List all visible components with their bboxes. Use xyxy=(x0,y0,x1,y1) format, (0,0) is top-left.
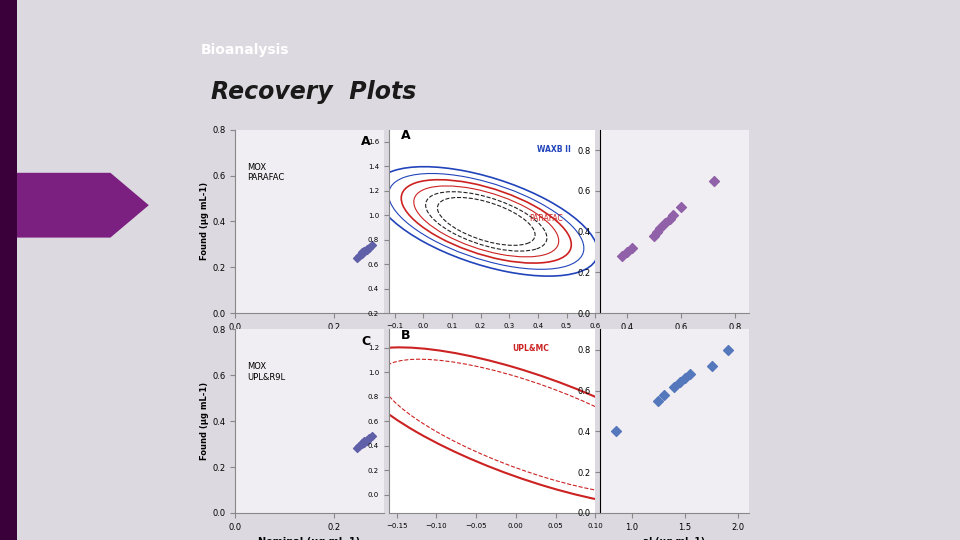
Text: B: B xyxy=(401,328,411,342)
Point xyxy=(651,396,666,405)
Point xyxy=(656,390,671,399)
Point xyxy=(356,247,372,255)
Point xyxy=(674,203,689,212)
Point xyxy=(364,241,379,250)
Point xyxy=(354,440,370,448)
Point xyxy=(678,374,693,383)
Point xyxy=(349,443,365,452)
Y-axis label: Found (μg mL-1): Found (μg mL-1) xyxy=(201,183,209,260)
Text: A: A xyxy=(361,135,371,148)
Point xyxy=(356,436,372,445)
Point xyxy=(359,435,374,444)
Point xyxy=(364,432,379,441)
Point xyxy=(672,378,687,387)
Point xyxy=(359,245,374,253)
Point xyxy=(625,244,640,252)
Point xyxy=(619,248,635,256)
Point xyxy=(359,436,374,445)
Point xyxy=(720,346,735,354)
X-axis label: al (μg mL-1): al (μg mL-1) xyxy=(643,537,706,540)
Point xyxy=(356,438,372,447)
Polygon shape xyxy=(0,0,17,540)
Point xyxy=(662,215,678,224)
Point xyxy=(649,227,664,236)
Y-axis label: Found (μg mL-1): Found (μg mL-1) xyxy=(201,382,209,460)
Point xyxy=(351,442,367,451)
Text: PARAFAC: PARAFAC xyxy=(529,214,563,224)
Text: MOX
PARAFAC: MOX PARAFAC xyxy=(247,163,284,182)
Point xyxy=(706,176,721,185)
Point xyxy=(351,252,367,260)
Point xyxy=(614,252,630,260)
Point xyxy=(652,223,667,232)
X-axis label: Nominal (μg mL-1): Nominal (μg mL-1) xyxy=(258,537,361,540)
Text: MOX
UPL&R9L: MOX UPL&R9L xyxy=(247,362,285,382)
Point xyxy=(361,244,376,252)
Text: UPL&MC: UPL&MC xyxy=(513,345,549,354)
Point xyxy=(704,362,719,370)
Point xyxy=(361,434,376,443)
Point xyxy=(359,246,374,254)
Text: A: A xyxy=(401,129,411,142)
Text: C: C xyxy=(362,335,371,348)
Point xyxy=(349,254,365,262)
X-axis label: Nom: Nom xyxy=(298,338,322,347)
Point xyxy=(356,247,372,255)
Text: Bioanalysis: Bioanalysis xyxy=(201,43,289,57)
Point xyxy=(658,219,673,228)
Point xyxy=(609,427,624,436)
Point xyxy=(354,248,370,256)
Text: Recovery  Plots: Recovery Plots xyxy=(211,80,417,104)
Polygon shape xyxy=(0,173,149,238)
Point xyxy=(683,370,698,379)
Text: WAXB II: WAXB II xyxy=(538,145,571,154)
Point xyxy=(667,382,683,391)
Point xyxy=(354,438,370,447)
Point xyxy=(354,249,370,258)
Point xyxy=(665,211,681,220)
Point xyxy=(646,231,661,240)
X-axis label: al (μg mL-1): al (μg mL-1) xyxy=(643,338,706,347)
